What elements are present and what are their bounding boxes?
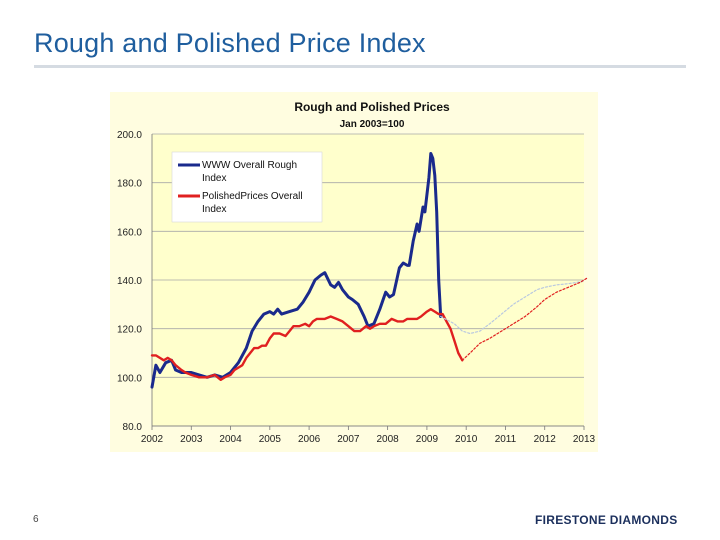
title-divider (34, 65, 686, 68)
company-logo: FIRESTONE DIAMONDS (535, 513, 678, 527)
x-tick-label: 2002 (141, 434, 164, 445)
y-tick-label: 80.0 (123, 422, 143, 433)
x-tick-label: 2008 (377, 434, 400, 445)
y-axis-ticks: 80.0 100.0 120.0 140.0 160.0 180.0 200.0 (117, 130, 142, 433)
y-tick-label: 200.0 (117, 130, 142, 141)
x-tick-label: 2006 (298, 434, 321, 445)
x-tick-label: 2003 (180, 434, 203, 445)
y-tick-label: 100.0 (117, 373, 142, 384)
y-tick-label: 120.0 (117, 325, 142, 336)
slide-title: Rough and Polished Price Index (34, 28, 426, 58)
x-tick-label: 2013 (573, 434, 596, 445)
x-tick-label: 2011 (495, 434, 517, 445)
chart-title: Rough and Polished Prices (294, 100, 450, 114)
series-layer (150, 152, 589, 389)
y-tick-label: 180.0 (117, 179, 142, 190)
price-index-chart: 80.0 100.0 120.0 140.0 160.0 180.0 200.0 2002 2… (110, 92, 598, 452)
x-tick-label: 2010 (455, 434, 478, 445)
x-axis-ticks: 2002 2003 2004 2005 2006 2007 2008 2009 2010 2011… (141, 426, 596, 445)
legend-label-polished: PolishedPrices Overall Index (202, 191, 303, 215)
series-line-polished (150, 308, 464, 381)
y-tick-label: 160.0 (117, 227, 142, 238)
x-tick-label: 2005 (259, 434, 282, 445)
page-number: 6 (33, 514, 39, 525)
series-line-polished-forecast (461, 277, 589, 361)
x-tick-label: 2012 (534, 434, 557, 445)
x-tick-label: 2007 (337, 434, 360, 445)
legend-label-rough: WWW Overall Rough Index (202, 160, 297, 184)
chart-subtitle: Jan 2003=100 (340, 119, 405, 130)
series-line-rough-forecast (440, 280, 585, 335)
x-tick-label: 2004 (219, 434, 242, 445)
x-tick-label: 2009 (416, 434, 439, 445)
chart-legend: WWW Overall Rough Index PolishedPrices Ov… (171, 151, 323, 223)
y-tick-label: 140.0 (117, 276, 142, 287)
